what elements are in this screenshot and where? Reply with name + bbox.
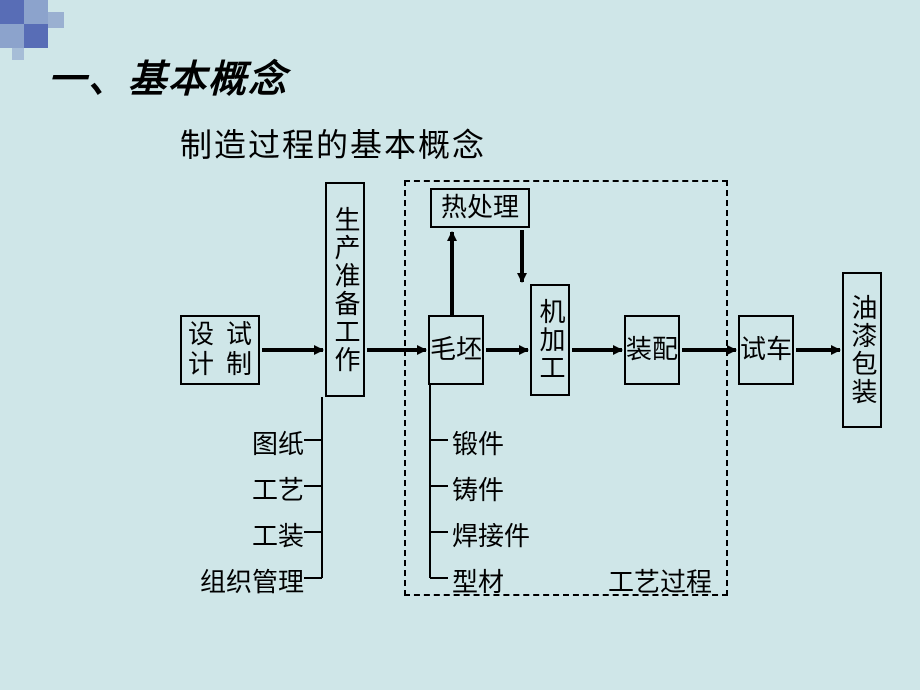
- node-assemble: 装配: [624, 315, 680, 385]
- node-paint: 油漆包装: [842, 272, 882, 428]
- node-blank: 毛坯: [428, 315, 484, 385]
- branch-item: 工艺: [180, 470, 304, 507]
- branch-item: 图纸: [180, 424, 304, 461]
- branch-item: 铸件: [452, 470, 504, 507]
- node-machine: 机加工: [530, 284, 570, 396]
- flowchart: 工艺过程 设计试制 生产准备工作 热处理毛坯 机加工 装配试车 油漆包装图纸工艺工装组织管理…: [0, 0, 920, 690]
- node-test: 试车: [738, 315, 794, 385]
- branch-item: 锻件: [452, 424, 504, 461]
- branch-item: 工装: [180, 516, 304, 553]
- node-prep: 生产准备工作: [325, 182, 365, 397]
- node-design: 设计试制: [180, 315, 260, 385]
- process-region-label: 工艺过程: [608, 562, 712, 599]
- branch-item: 组织管理: [180, 562, 304, 599]
- branch-item: 焊接件: [452, 516, 530, 553]
- branch-item: 型材: [452, 562, 504, 599]
- node-heat: 热处理: [430, 188, 530, 228]
